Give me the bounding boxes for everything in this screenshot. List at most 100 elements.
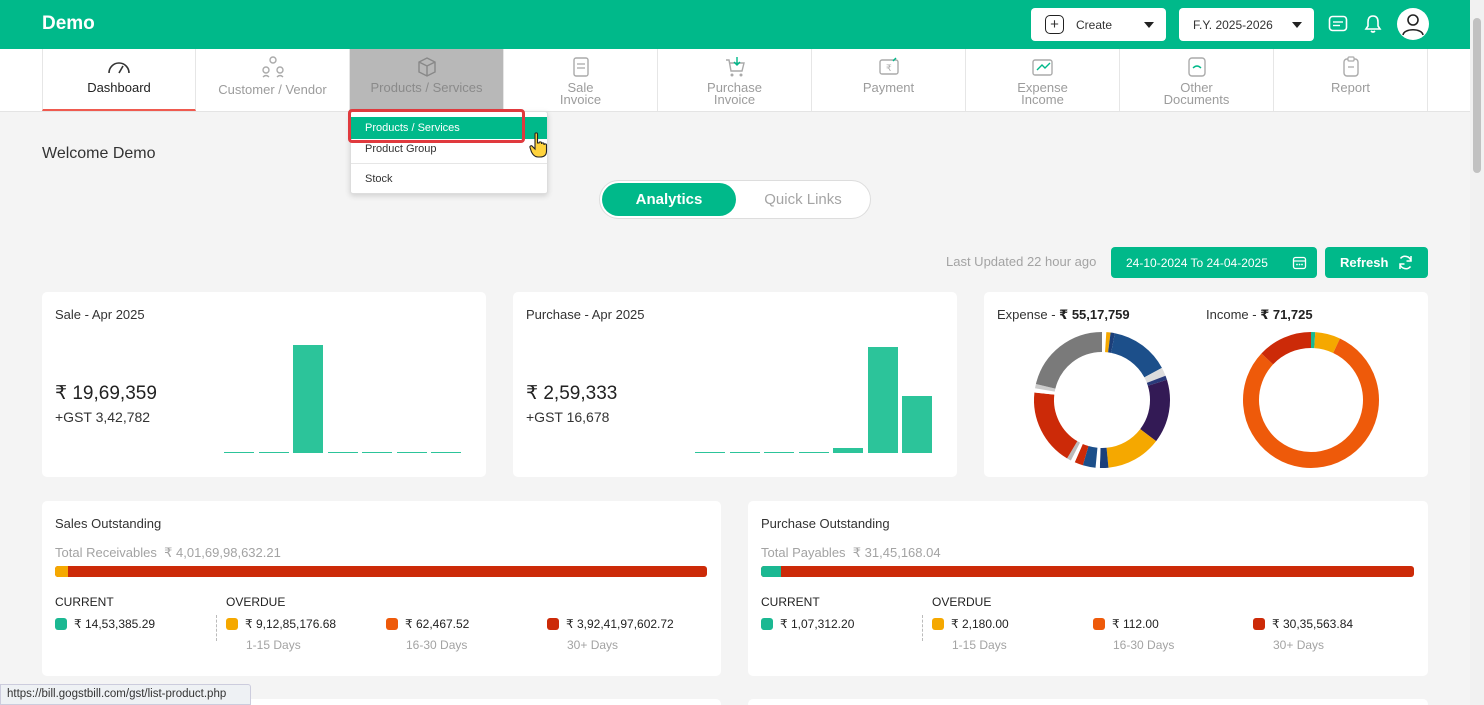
dropdown-item-product-group[interactable]: Product Group xyxy=(365,143,437,155)
tab-quick-links[interactable]: Quick Links xyxy=(764,191,842,208)
donut-slice-12[interactable] xyxy=(1074,443,1089,466)
nav-expense-income-label-2: Income xyxy=(1021,92,1064,107)
days-1-15: 1-15 Days xyxy=(952,638,1007,652)
donut-slice-11[interactable] xyxy=(1082,445,1098,468)
donut-slice-4[interactable] xyxy=(1261,332,1312,365)
bar-5[interactable] xyxy=(362,451,392,453)
vertical-scrollbar[interactable] xyxy=(1470,0,1484,705)
expense-donut-chart xyxy=(1034,332,1170,468)
last-updated-text: Last Updated 22 hour ago xyxy=(946,254,1097,269)
divider xyxy=(922,615,923,641)
nav-sale-invoice-label-1: Sale xyxy=(567,80,594,95)
purchase-card: Purchase - Apr 2025 ₹ 2,59,333 +GST 16,6… xyxy=(513,292,957,477)
dark-orange-dot xyxy=(1093,618,1105,630)
top-bar: Demo + Create F.Y. 2025-2026 xyxy=(0,0,1470,49)
bar-6[interactable] xyxy=(867,347,898,453)
donut-slice-4[interactable] xyxy=(1110,333,1162,378)
current-dot xyxy=(761,618,773,630)
overdue-label: OVERDUE xyxy=(226,595,286,609)
bar-1[interactable] xyxy=(224,451,254,453)
donut-slice-3[interactable] xyxy=(1108,332,1115,353)
donut-slice-7[interactable] xyxy=(1139,379,1170,442)
purchase-card-title: Purchase - Apr 2025 xyxy=(526,307,645,322)
expense-title: Expense - ₹ 55,17,759 xyxy=(997,307,1130,323)
donut-slice-16[interactable] xyxy=(1034,388,1055,395)
create-button[interactable]: + Create xyxy=(1031,8,1166,41)
welcome-heading: Welcome Demo xyxy=(42,145,156,162)
payables-progress-bar xyxy=(761,566,1414,577)
overdue-30plus-value: ₹ 3,92,41,97,602.72 xyxy=(547,617,674,631)
donut-slice-3[interactable] xyxy=(1243,338,1379,468)
scrollbar-thumb[interactable] xyxy=(1473,18,1481,173)
clipboard-icon xyxy=(1341,56,1361,78)
date-range-label: 24-10-2024 To 24-04-2025 xyxy=(1126,255,1268,270)
bell-icon[interactable] xyxy=(1361,12,1385,36)
bar-2[interactable] xyxy=(729,451,760,453)
donut-slice-2[interactable] xyxy=(1313,332,1340,354)
donut-slice-13[interactable] xyxy=(1070,442,1083,463)
nav-customer-vendor[interactable]: Customer / Vendor xyxy=(196,49,350,111)
calendar-icon xyxy=(1292,256,1307,270)
nav-expense-income-label-1: Expense xyxy=(1017,80,1068,95)
financial-year-select[interactable]: F.Y. 2025-2026 xyxy=(1179,8,1314,41)
nav-other-documents[interactable]: Other Documents xyxy=(1120,49,1274,111)
bar-1[interactable] xyxy=(695,451,725,453)
bar-3[interactable] xyxy=(764,451,794,453)
view-toggle: Analytics Quick Links xyxy=(599,180,871,219)
refresh-button[interactable]: Refresh xyxy=(1325,247,1428,278)
overdue-label: OVERDUE xyxy=(932,595,992,609)
nav-other-documents-label-2: Documents xyxy=(1163,92,1230,107)
bar-4[interactable] xyxy=(327,451,358,453)
create-label: Create xyxy=(1076,17,1113,32)
nav-report[interactable]: Report xyxy=(1274,49,1428,111)
chat-icon[interactable] xyxy=(1326,12,1350,36)
purchase-outstanding-title: Purchase Outstanding xyxy=(761,516,890,531)
sale-amount: ₹ 19,69,359 xyxy=(55,383,157,404)
dropdown-item-stock[interactable]: Stock xyxy=(365,173,393,185)
nav-report-label: Report xyxy=(1330,80,1371,95)
nav-customer-vendor-label: Customer / Vendor xyxy=(218,82,327,97)
bar-4[interactable] xyxy=(798,451,829,453)
nav-expense-income[interactable]: Expense Income xyxy=(966,49,1120,111)
current-label: CURRENT xyxy=(55,595,114,609)
donut-slice-5[interactable] xyxy=(1144,367,1166,384)
donut-slice-15[interactable] xyxy=(1034,392,1078,459)
total-payables-label: Total Payables xyxy=(761,545,846,560)
nav-sale-invoice[interactable]: Sale Invoice xyxy=(504,49,658,111)
donut-slice-14[interactable] xyxy=(1067,441,1081,461)
tab-analytics[interactable]: Analytics xyxy=(602,183,736,216)
orange-dot xyxy=(226,618,238,630)
current-amount: ₹ 1,07,312.20 xyxy=(780,617,855,631)
invoice-icon xyxy=(571,56,591,78)
bar-7[interactable] xyxy=(431,451,461,453)
nav-payment[interactable]: ₹ Payment xyxy=(812,49,966,111)
income-label: Income - xyxy=(1206,307,1261,322)
overdue-30plus-amount: ₹ 3,92,41,97,602.72 xyxy=(566,617,674,631)
overdue-1-15-value: ₹ 2,180.00 xyxy=(932,617,1009,631)
days-1-15: 1-15 Days xyxy=(246,638,301,652)
bar-5[interactable] xyxy=(833,447,863,453)
svg-text:₹: ₹ xyxy=(886,64,892,74)
donut-slice-17[interactable] xyxy=(1035,383,1056,392)
user-avatar[interactable] xyxy=(1397,8,1429,40)
nav-purchase-invoice[interactable]: Purchase Invoice xyxy=(658,49,812,111)
brand-title: Demo xyxy=(42,13,95,34)
chevron-down-icon xyxy=(1144,22,1154,28)
bar-7[interactable] xyxy=(902,395,932,453)
donut-slice-18[interactable] xyxy=(1035,332,1103,390)
date-range-picker[interactable]: 24-10-2024 To 24-04-2025 xyxy=(1111,247,1317,278)
bar-3[interactable] xyxy=(293,345,323,453)
current-label: CURRENT xyxy=(761,595,820,609)
nav-dashboard[interactable]: Dashboard xyxy=(42,49,196,111)
nav-products-services[interactable]: Products / Services xyxy=(350,49,504,111)
user-icon xyxy=(1402,14,1424,36)
bar-6[interactable] xyxy=(396,451,427,453)
bar-2[interactable] xyxy=(258,451,289,453)
document-icon xyxy=(1186,56,1208,78)
donut-slice-8[interactable] xyxy=(1106,428,1157,468)
sale-gst: +GST 3,42,782 xyxy=(55,409,151,425)
donut-slice-6[interactable] xyxy=(1146,375,1167,386)
dropdown-item-products-services[interactable]: Products / Services xyxy=(351,117,547,139)
nav-purchase-invoice-label-1: Purchase xyxy=(707,80,762,95)
wallet-icon xyxy=(1031,56,1055,78)
